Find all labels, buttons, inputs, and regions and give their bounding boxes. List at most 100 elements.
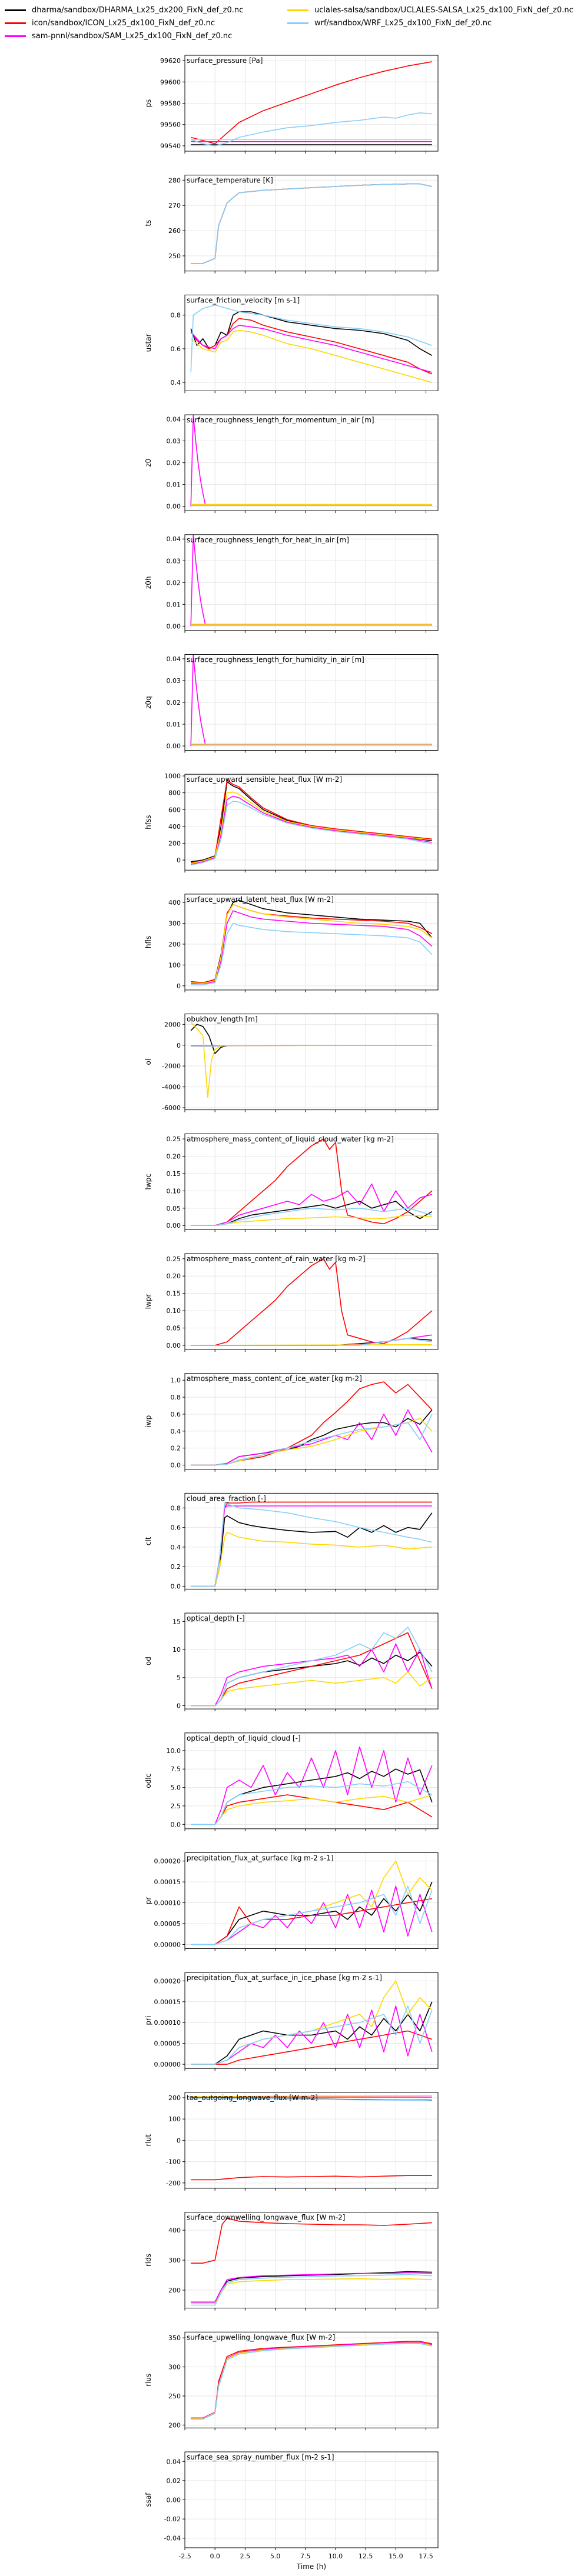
y-tick-label: 0.01	[167, 481, 181, 489]
y-tick-label: 0.04	[167, 416, 181, 424]
y-tick-label: -0.04	[164, 2535, 181, 2542]
y-tick-label: 0.00020	[154, 1977, 181, 1985]
y-tick-label: 0.10	[167, 1307, 181, 1315]
subplot-title: precipitation_flux_at_surface [kg m-2 s-…	[187, 1854, 334, 1862]
y-axis-label: iwp	[144, 1415, 152, 1428]
series-group	[190, 415, 432, 506]
y-tick-label: 0.00	[167, 1342, 181, 1349]
y-tick-label: 2.5	[171, 1802, 181, 1810]
x-tick-label: 0.0	[210, 2552, 220, 2560]
y-tick-label: 0.25	[167, 1255, 181, 1263]
y-tick-label: 0.00015	[154, 1878, 181, 1886]
y-axis-label: hfls	[144, 936, 152, 948]
series-line	[191, 1627, 433, 1707]
subplot-title: cloud_area_fraction [-]	[187, 1494, 266, 1502]
subplot: 0 100 200 300 400 surface_upward_latent_heat_…	[144, 894, 439, 992]
series-group	[190, 654, 432, 747]
subplot-title: optical_depth_of_liquid_cloud [-]	[187, 1734, 301, 1742]
y-tick-label: 0.00000	[154, 2061, 181, 2068]
series-line	[191, 2095, 432, 2097]
series-line	[191, 1201, 433, 1226]
y-tick-label: 0.00	[167, 2497, 181, 2504]
series-line	[190, 329, 433, 383]
axes-frame	[184, 1732, 439, 1829]
y-tick-label: -200	[166, 2180, 181, 2187]
x-tick-label: 2.5	[240, 2552, 251, 2560]
subplot: 0.00 0.05 0.10 0.15 0.20 0.25 atmosphere_mass_…	[144, 1253, 439, 1352]
y-tick-label: 270	[168, 202, 181, 209]
x-tick-label: 10.0	[328, 2552, 343, 2560]
y-tick-label: 250	[168, 2392, 181, 2400]
subplot-title: surface_pressure [Pa]	[187, 56, 263, 65]
legend-item: dharma/sandbox/DHARMA_Lx25_dx200_FixN_de…	[5, 6, 243, 15]
series-line	[190, 112, 432, 146]
legend-swatch	[287, 9, 308, 11]
y-tick-label: 0.10	[167, 1187, 181, 1195]
y-tick-label: 0	[177, 982, 181, 990]
subplot: -6000 -4000 -2000 0 2000 obukhov_length [m] ol	[144, 1014, 439, 1112]
legend-label: sam-pnnl/sandbox/SAM_Lx25_dx100_FixN_def…	[32, 32, 233, 41]
subplot: 250 260 270 280 surface_temperature [K] ts	[144, 175, 439, 274]
y-tick-label: 0.01	[167, 601, 181, 608]
subplot: 0.00 0.01 0.02 0.03 0.04 surface_roughness_le…	[144, 534, 439, 633]
series-line	[190, 325, 433, 373]
y-tick-label: 5.0	[171, 1784, 181, 1792]
x-tick-label: 12.5	[359, 2552, 373, 2560]
y-tick-label: 0.2	[171, 1563, 181, 1571]
y-tick-label: 0.0	[171, 1821, 181, 1828]
series-line	[190, 415, 432, 506]
axes-frame	[184, 175, 439, 272]
series-line	[190, 318, 433, 375]
axes-frame	[184, 2331, 439, 2428]
axes-frame	[184, 1612, 439, 1709]
subplot-title: toa_outgoing_longwave_flux [W m-2]	[187, 2094, 318, 2102]
y-tick-label: 10.0	[167, 1747, 181, 1755]
y-axis-label: rlds	[144, 2254, 152, 2267]
subplot-title: surface_upwelling_longwave_flux [W m-2]	[187, 2333, 335, 2341]
subplot-title: surface_sea_spray_number_flux [m-2 s-1]	[187, 2453, 334, 2461]
axes-frame	[184, 1253, 439, 1350]
series-line	[191, 1643, 433, 1707]
series-line	[191, 2005, 433, 2065]
axes-frame	[184, 1373, 439, 1470]
y-axis-label: ts	[144, 220, 152, 226]
y-tick-label: 0.00	[167, 503, 181, 511]
y-tick-label: -0.02	[164, 2515, 181, 2523]
y-axis-label: ps	[144, 99, 152, 108]
y-tick-label: 0.20	[167, 1272, 181, 1280]
y-tick-label: 0.15	[167, 1170, 181, 1178]
series-group	[190, 304, 433, 383]
series-line	[191, 779, 432, 864]
series-line	[191, 183, 432, 264]
series-group	[191, 1860, 433, 1945]
series-group	[191, 2095, 432, 2181]
subplot: 0.4 0.6 0.8 surface_friction_velocity [m s-…	[144, 294, 439, 394]
y-tick-label: 1000	[164, 772, 181, 780]
y-tick-label: 10	[172, 1646, 181, 1654]
series-line	[191, 2030, 433, 2065]
axes-frame	[184, 1014, 439, 1111]
series-group	[190, 1022, 432, 1098]
axes-frame	[184, 1852, 439, 1949]
subplot: 0.0 2.5 5.0 7.5 10.0 optical_depth_of_liquid_…	[144, 1732, 439, 1831]
y-tick-label: 0.02	[167, 2477, 181, 2485]
y-tick-label: 0.02	[167, 459, 181, 467]
y-axis-label: ustar	[144, 334, 152, 352]
y-tick-label: 99600	[160, 78, 181, 86]
y-tick-label: 0.03	[167, 677, 181, 685]
series-line	[191, 910, 433, 985]
y-tick-label: 400	[168, 2227, 181, 2234]
series-group	[191, 1138, 433, 1226]
series-line	[191, 2272, 432, 2303]
y-tick-label: 0.04	[167, 2458, 181, 2465]
y-tick-label: 300	[168, 2257, 181, 2264]
series-line	[191, 1414, 433, 1466]
series-line	[191, 1746, 433, 1825]
y-tick-label: 0.00010	[154, 2019, 181, 2027]
y-tick-label: 99620	[160, 57, 181, 65]
y-tick-label: 0.8	[171, 1504, 181, 1512]
subplot-title: surface_roughness_length_for_heat_in_air…	[187, 536, 349, 544]
y-tick-label: 0	[177, 1702, 181, 1709]
y-tick-label: 0.00010	[154, 1899, 181, 1907]
y-tick-label: 0.6	[171, 345, 181, 353]
